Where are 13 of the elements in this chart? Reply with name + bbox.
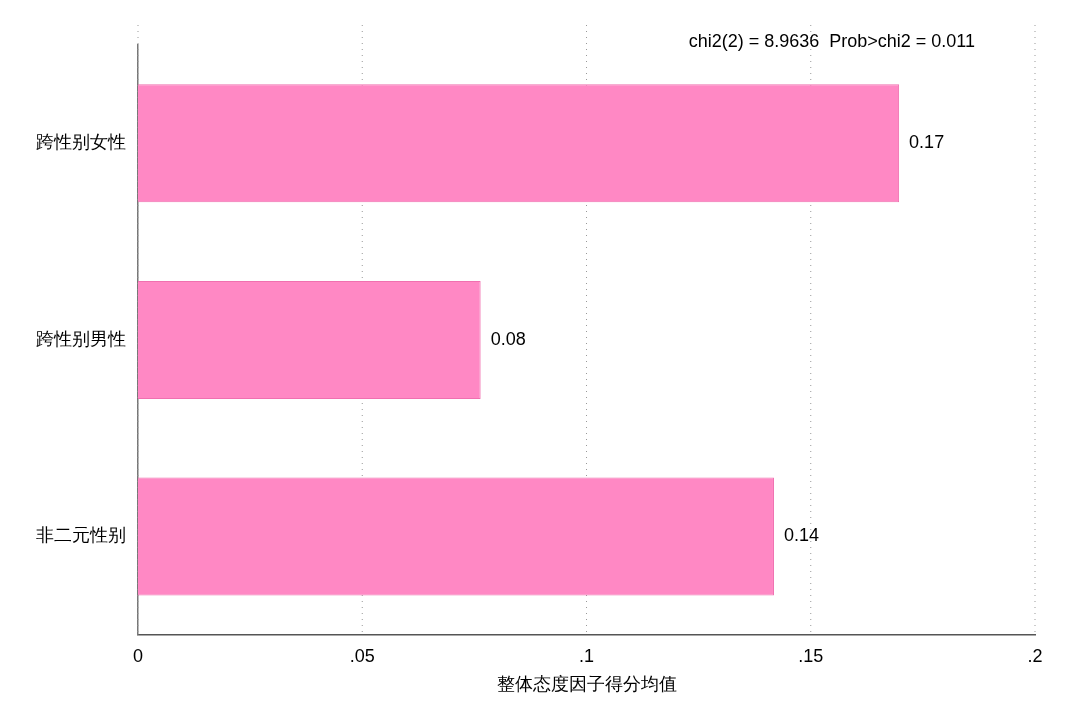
annotation: chi2(2) = 8.9636 Prob>chi2 = 0.011: [688, 30, 975, 51]
y-tick-label: 跨性别女性: [36, 132, 126, 153]
x-tick-label: .05: [349, 645, 375, 666]
x-tick-label: .1: [578, 645, 595, 666]
y-tick-label: 非二元性别: [36, 525, 126, 546]
data-label: 0.08: [490, 328, 526, 349]
x-tick-label: 0: [132, 645, 144, 666]
x-tick-label: .2: [1027, 645, 1043, 666]
x-tick-label: .15: [798, 645, 824, 666]
data-label: 0.14: [783, 525, 820, 546]
data-label: 0.17: [909, 132, 945, 153]
y-tick-label: 跨性别男性: [36, 328, 126, 349]
x-axis-title: 整体态度因子得分均值: [496, 674, 677, 695]
